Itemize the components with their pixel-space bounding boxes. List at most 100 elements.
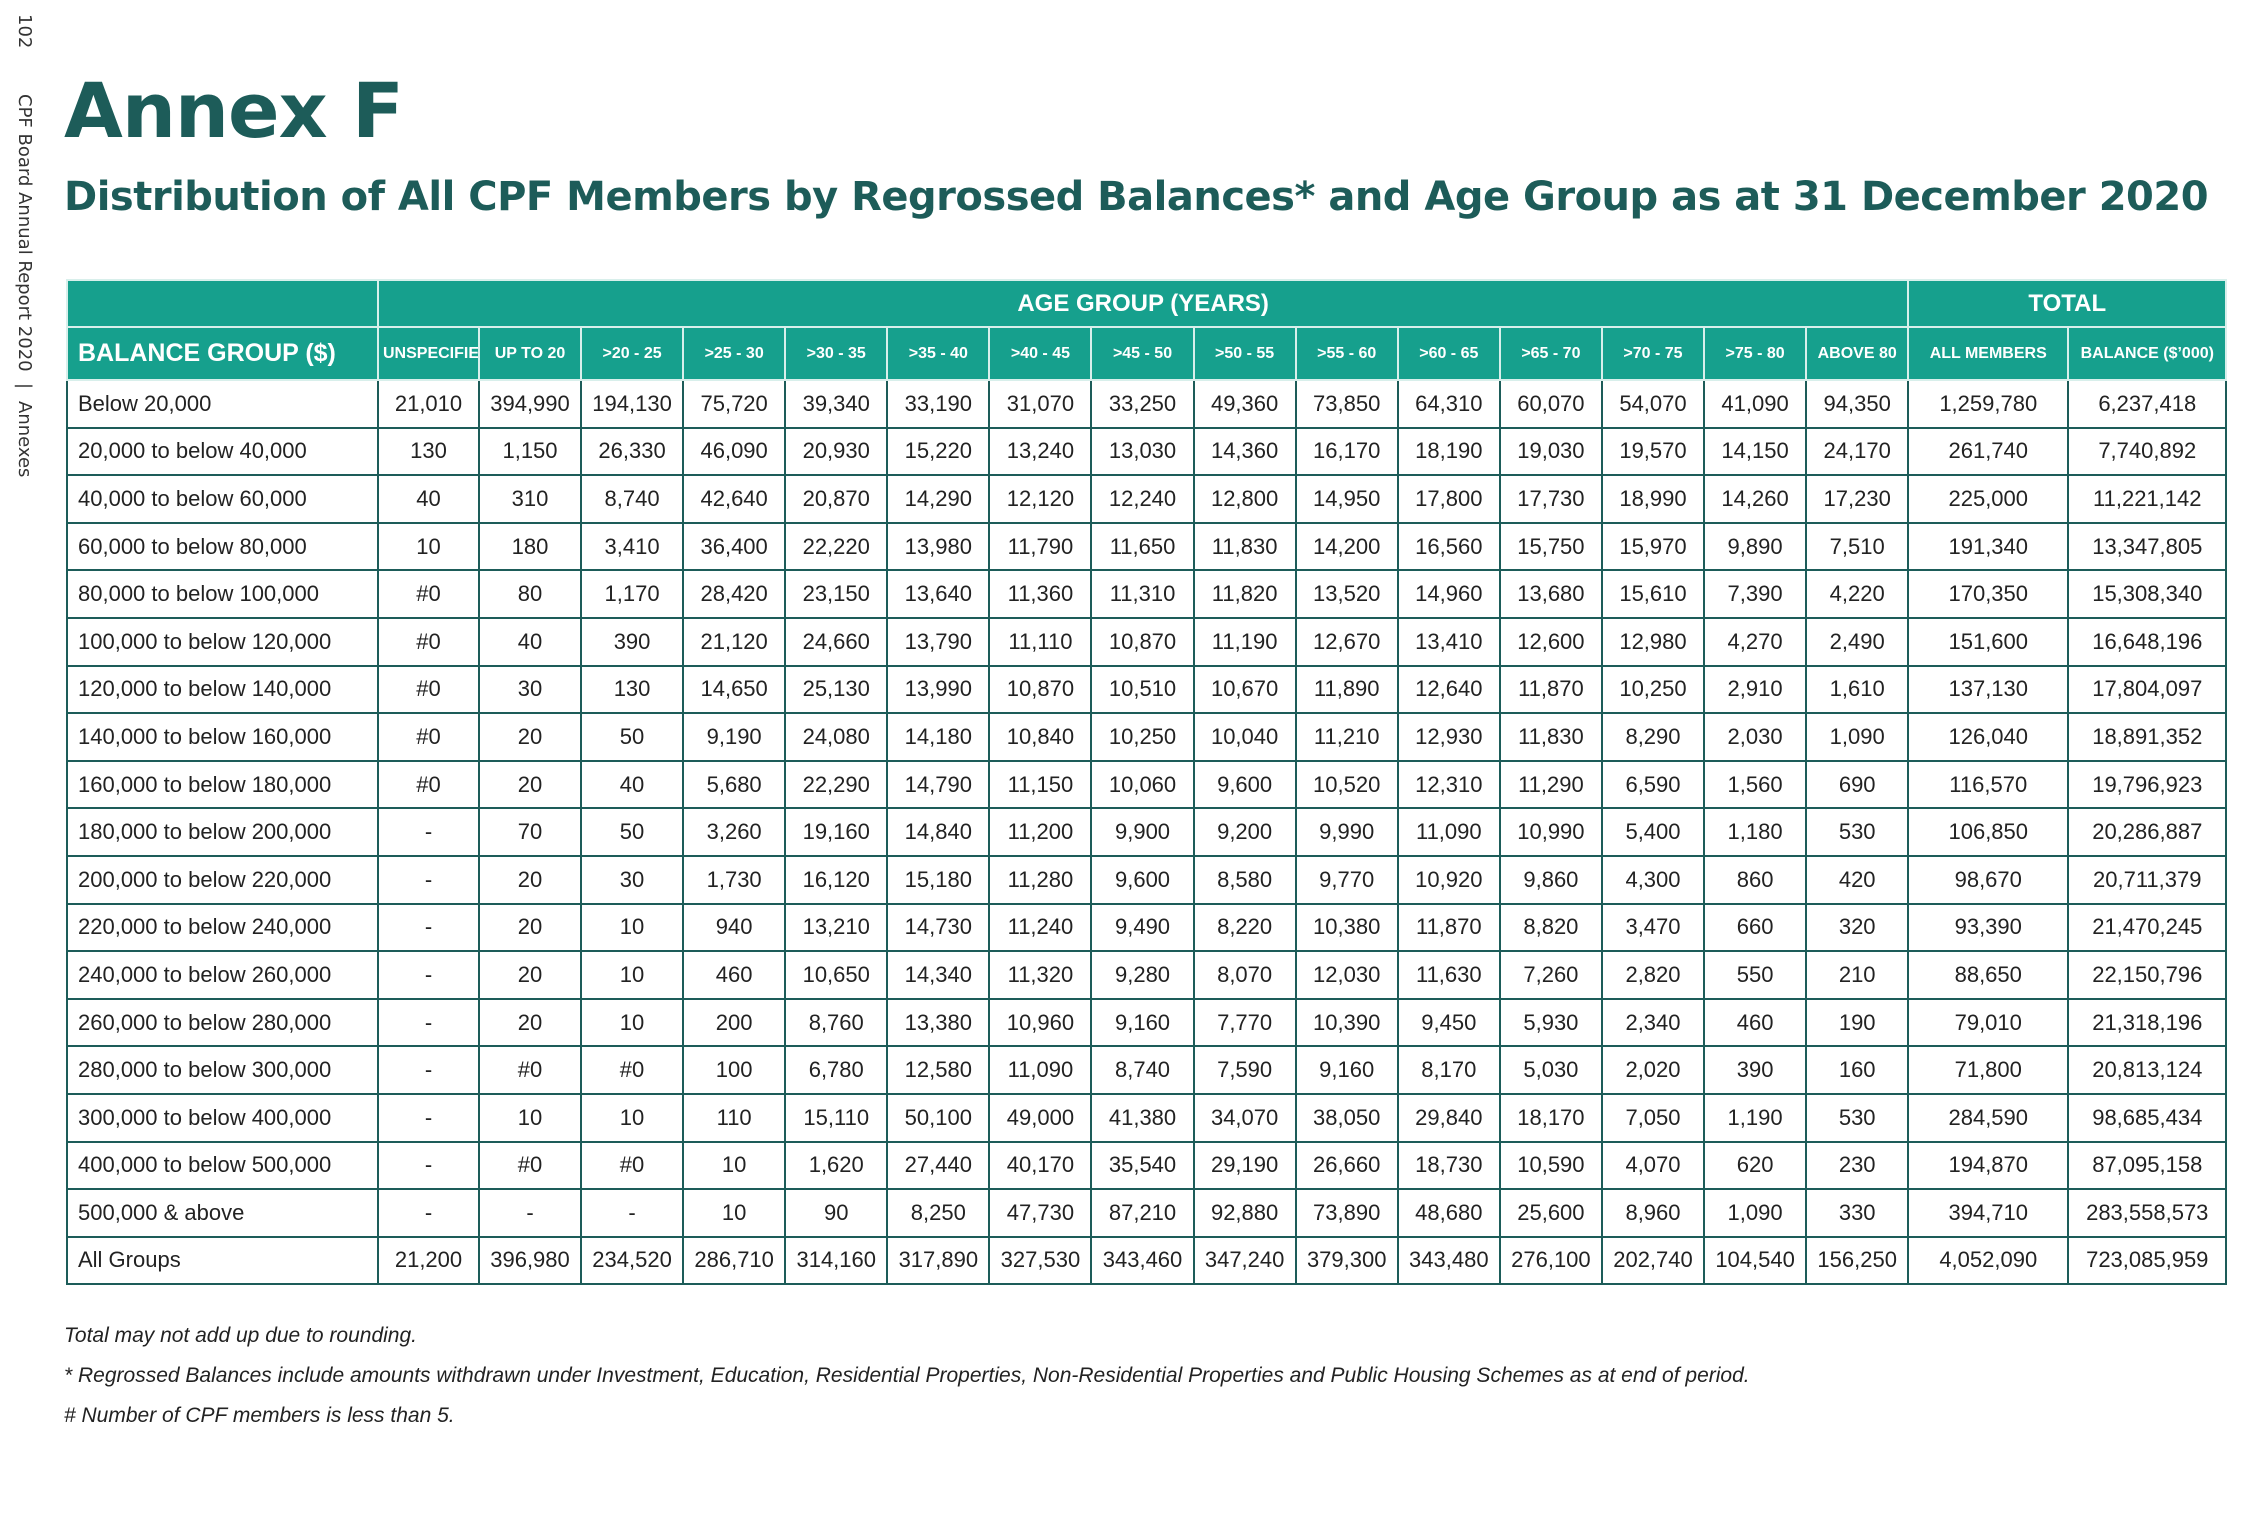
cell: 20 [478,712,582,762]
cell: 276,100 [1498,1235,1603,1286]
footnotes: Total may not add up due to rounding. * R… [64,1324,1750,1444]
cell: 20,870 [784,474,889,524]
cell: 620 [1703,1140,1808,1191]
row-label: 260,000 to below 280,000 [66,997,379,1048]
cell: 19,796,923 [2067,759,2228,810]
cell: 2,490 [1805,616,1910,667]
table-row: 100,000 to below 120,000 #0 40 390 21,120 24,… [66,616,2228,667]
cell: 8,760 [784,997,889,1048]
cell: 940 [682,902,787,953]
cell: 12,980 [1600,616,1706,667]
cell: - [377,1188,480,1238]
cell: 10,870 [1090,616,1195,667]
cell: 9,450 [1396,997,1501,1048]
cell: 10 [478,1092,582,1143]
cell: 73,890 [1294,1188,1399,1238]
column-header: >40 - 45 [988,326,1093,381]
cell: 5,030 [1498,1045,1603,1095]
column-header: >50 - 55 [1192,326,1297,381]
cell: 23,150 [784,569,889,619]
cell: 317,890 [886,1235,991,1286]
cell: 6,237,418 [2067,379,2228,429]
cell: 690 [1805,759,1910,810]
footnote: * Regrossed Balances include amounts wit… [64,1364,1750,1387]
cell: 16,560 [1396,521,1501,572]
cell: 1,259,780 [1907,379,2070,429]
row-label: 60,000 to below 80,000 [66,521,379,572]
cell: 390 [1703,1045,1808,1095]
cell: 3,470 [1600,902,1706,953]
cell: 126,040 [1907,712,2070,762]
cell: 41,380 [1090,1092,1195,1143]
cell: - [579,1188,685,1238]
data-table: AGE GROUP (YEARS) TOTAL BALANCE GROUP ($) U… [66,279,2228,1286]
row-label: 300,000 to below 400,000 [66,1092,379,1143]
cell: 156,250 [1805,1235,1910,1286]
cell: 11,190 [1192,616,1297,667]
cell: - [377,1092,480,1143]
cell: 7,510 [1805,521,1910,572]
cell: - [377,1045,480,1095]
cell: 10 [377,521,480,572]
cell: 12,310 [1396,759,1501,810]
row-label: 200,000 to below 220,000 [66,854,379,905]
cell: 21,120 [682,616,787,667]
cell: 9,190 [682,712,787,762]
table-row: 260,000 to below 280,000-20 10 200 8,760 13,… [66,997,2228,1048]
cell: 26,330 [579,426,685,477]
cell: 16,170 [1294,426,1399,477]
column-header: BALANCE GROUP ($) [66,326,379,381]
cell: 12,640 [1396,664,1501,715]
cell: 9,890 [1703,521,1808,572]
cell: 15,220 [886,426,991,477]
column-header: BALANCE ($’000) [2067,326,2228,381]
cell: 39,340 [784,379,889,429]
cell: 379,300 [1294,1235,1399,1286]
cell: 29,190 [1192,1140,1297,1191]
cell: 11,150 [988,759,1093,810]
cell: 1,170 [579,569,685,619]
cell: 10,960 [988,997,1093,1048]
row-label: 40,000 to below 60,000 [66,474,379,524]
row-label: Below 20,000 [66,379,379,429]
cell: 18,190 [1396,426,1501,477]
cell: #0 [377,616,480,667]
cell: 22,220 [784,521,889,572]
cell: 11,360 [988,569,1093,619]
cell: 11,310 [1090,569,1195,619]
cell: 390 [579,616,685,667]
cell: #0 [478,1140,582,1191]
cell: 327,530 [988,1235,1093,1286]
cell: 27,440 [886,1140,991,1191]
cell: 40,170 [988,1140,1093,1191]
column-header: UP TO 20 [478,326,582,381]
divider: | [14,383,35,390]
cell: 106,850 [1907,807,2070,857]
cell: 310 [478,474,582,524]
cell: 11,650 [1090,521,1195,572]
row-label: 240,000 to below 260,000 [66,950,379,1000]
cell: 16,648,196 [2067,616,2228,667]
cell: 14,260 [1703,474,1808,524]
cell: 24,080 [784,712,889,762]
cell: 88,650 [1907,950,2070,1000]
cell: 50,100 [886,1092,991,1143]
cell: 530 [1805,807,1910,857]
cell: 11,240 [988,902,1093,953]
cell: - [377,1140,480,1191]
header-cell [66,279,379,328]
column-header: >60 - 65 [1396,326,1501,381]
cell: 8,960 [1600,1188,1706,1238]
cell: 191,340 [1907,521,2070,572]
cell: 19,030 [1498,426,1603,477]
table-row: Below 20,000 21,010 394,990 194,130 75,720 39… [66,379,2228,429]
cell: 4,052,090 [1907,1235,2070,1286]
cell: 21,010 [377,379,480,429]
cell: 12,930 [1396,712,1501,762]
cell: 35,540 [1090,1140,1195,1191]
cell: 4,070 [1600,1140,1706,1191]
cell: - [478,1188,582,1238]
subtitle: Distribution of All CPF Members by Regro… [64,174,2209,220]
cell: 347,240 [1192,1235,1297,1286]
